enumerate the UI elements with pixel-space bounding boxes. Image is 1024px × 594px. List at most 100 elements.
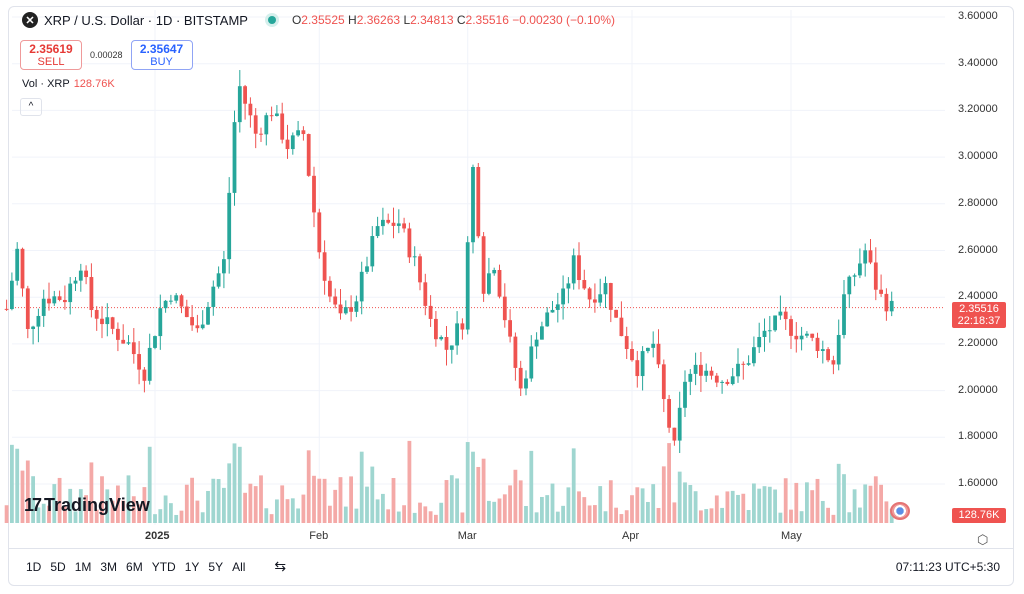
volume-bar [275, 499, 279, 523]
candle-body [699, 364, 703, 376]
volume-bar [460, 512, 465, 523]
volume-bar [789, 509, 793, 523]
candle-body [635, 360, 640, 377]
volume-bar [842, 474, 846, 523]
volume-bar [741, 493, 746, 523]
volume-bar [179, 510, 184, 523]
volume-bar [232, 443, 237, 523]
volume-bar [582, 497, 587, 523]
xrp-logo-icon: ✕ [22, 12, 38, 28]
candle-body [561, 288, 565, 305]
candle-body [354, 301, 359, 312]
candle-body [826, 349, 830, 361]
volume-bar [513, 469, 518, 523]
volume-bar [153, 514, 157, 523]
volume-bar [269, 514, 274, 523]
volume-bar [778, 512, 783, 523]
candle-body [646, 347, 650, 352]
candle-body [391, 222, 396, 226]
candle-body [879, 289, 883, 294]
volume-bar [47, 505, 51, 523]
candle-body [842, 294, 846, 335]
spread-value: 0.00028 [90, 50, 123, 60]
timeframe-5y[interactable]: 5Y [208, 559, 224, 574]
volume-bar [428, 511, 433, 523]
volume-bar [746, 510, 751, 523]
collapse-legend-button[interactable]: ^ [20, 98, 42, 116]
sell-button[interactable]: 2.35619 SELL [20, 40, 82, 70]
volume-bar [550, 483, 555, 523]
timeframe-3m[interactable]: 3M [100, 559, 118, 574]
volume-bar [349, 476, 353, 523]
candle-body [884, 293, 889, 312]
volume-bar [52, 484, 57, 523]
timeframe-6m[interactable]: 6M [126, 559, 143, 574]
buy-button[interactable]: 2.35647 BUY [130, 40, 193, 70]
volume-bar [163, 495, 168, 523]
volume-bar [826, 507, 830, 523]
timeframe-5d[interactable]: 5D [50, 559, 66, 574]
candle-body [868, 250, 873, 263]
price-tick: 2.00000 [958, 383, 998, 396]
candle-body [418, 256, 422, 283]
volume-bar [322, 478, 327, 523]
volume-bar [423, 506, 428, 523]
candle-body [126, 342, 131, 344]
candle-body [630, 349, 634, 361]
candle-body [290, 135, 295, 150]
candle-body [206, 306, 210, 325]
candle-body [497, 269, 502, 297]
candle-body [858, 263, 862, 276]
volume-bar [847, 512, 852, 523]
volume-bar [688, 484, 693, 523]
volume-bar [126, 475, 131, 523]
candle-body [672, 427, 677, 441]
clock[interactable]: 07:11:23 UTC+5:30 [895, 559, 1000, 574]
candle-body [736, 363, 740, 377]
candle-body [57, 296, 62, 300]
candle-body [195, 325, 200, 329]
candle-body [534, 339, 539, 347]
events-icon[interactable] [890, 502, 910, 520]
volume-bar [465, 442, 470, 523]
candle-body [365, 266, 369, 272]
price-tick: 3.20000 [958, 103, 998, 116]
candle-body [709, 370, 714, 376]
volume-bar [259, 475, 263, 523]
candle-body [434, 318, 438, 340]
volume-bar [492, 501, 497, 523]
volume-bar [614, 507, 618, 523]
volume-bar [94, 509, 99, 523]
candle-body [94, 310, 99, 319]
volume-bar [868, 485, 873, 523]
candle-body [269, 115, 274, 117]
candle-body [328, 280, 332, 297]
tradingview-logo: 17 TradingView [24, 495, 150, 515]
timeframe-1m[interactable]: 1M [74, 559, 92, 574]
candle-body [555, 304, 560, 310]
settings-icon[interactable]: ⬡ [977, 532, 989, 547]
symbol-legend: ✕ XRP / U.S. Dollar · 1D · BITSTAMP O2.3… [22, 12, 615, 28]
price-tick: 2.40000 [958, 290, 998, 303]
symbol-title[interactable]: XRP / U.S. Dollar · 1D · BITSTAMP [44, 12, 248, 28]
timeframe-all[interactable]: All [232, 559, 246, 574]
go-to-date-icon[interactable]: ⇆ [274, 558, 287, 574]
volume-bar [248, 483, 253, 523]
candle-body [216, 273, 221, 287]
volume-bar [116, 485, 120, 523]
candle-body [237, 86, 242, 123]
timeframe-1d[interactable]: 1D [26, 559, 42, 574]
candle-body [852, 275, 857, 277]
volume-bar [63, 505, 67, 523]
candle-body [343, 307, 348, 314]
candle-body [752, 347, 756, 364]
volume-bar [508, 485, 512, 523]
candle-body [603, 283, 608, 295]
candle-body [873, 262, 878, 290]
timeframe-ytd[interactable]: YTD [151, 559, 176, 574]
volume-bar [206, 490, 210, 523]
candle-body [688, 373, 693, 382]
timeframe-1y[interactable]: 1Y [184, 559, 200, 574]
volume-bar [598, 486, 603, 523]
